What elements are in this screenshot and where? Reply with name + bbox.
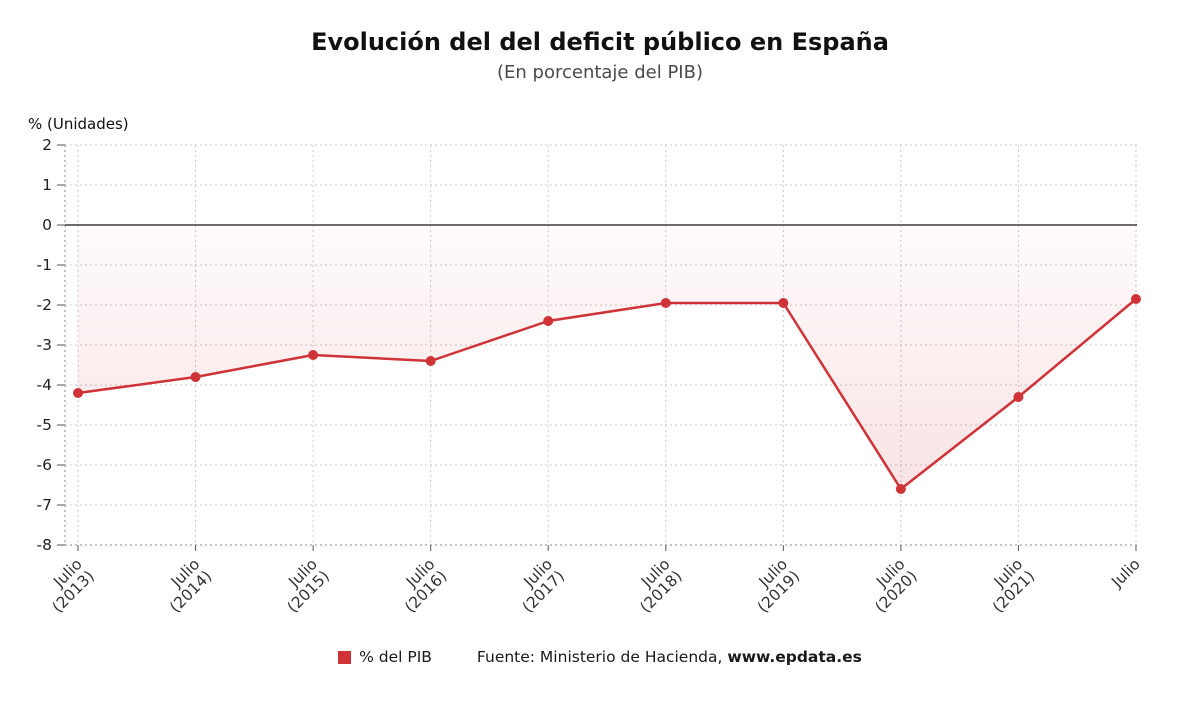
x-tick-label: Julio(2020) [860, 555, 921, 616]
y-tick-label: -6 [37, 456, 52, 474]
y-tick-label: -2 [37, 296, 52, 314]
x-tick-label: Julio(2021) [977, 555, 1038, 616]
x-tick-label: Julio(2018) [624, 555, 685, 616]
y-tick-label: -5 [37, 416, 52, 434]
data-point [778, 298, 789, 308]
x-tick-label: Julio(2013) [37, 555, 98, 616]
data-point [425, 356, 436, 366]
y-tick-label: -3 [37, 336, 52, 354]
epdata-link[interactable]: www.epdata.es [727, 648, 862, 666]
data-point [660, 298, 671, 308]
legend-series-label: % del PIB [359, 648, 432, 666]
series-line [76, 297, 1138, 491]
legend-swatch [338, 650, 352, 664]
data-point [308, 350, 319, 360]
data-point [543, 316, 554, 326]
source-prefix: Fuente: Ministerio de Hacienda, [476, 648, 723, 666]
x-tick-label: Julio(2019) [742, 555, 803, 616]
chart-subtitle: (En porcentaje del PIB) [497, 62, 703, 83]
legend: % del PIB Fuente: Ministerio de Hacienda… [0, 648, 1200, 666]
source-text: Fuente: Ministerio de Hacienda, www.epda… [477, 648, 862, 666]
y-axis-unit-label: % (Unidades) [28, 115, 129, 133]
y-tick-label: -7 [37, 496, 52, 514]
data-point [190, 372, 201, 382]
area-fill [78, 225, 1136, 489]
chart-title: Evolución del del deficit público en Esp… [311, 28, 889, 56]
y-tick-label: -1 [37, 256, 52, 274]
data-point [73, 388, 83, 398]
y-tick-label: 1 [42, 176, 52, 194]
y-tick-label: 0 [42, 216, 52, 234]
x-tick-label: Julio(2016) [389, 555, 450, 616]
x-tick-label: Julio(2017) [507, 555, 568, 616]
data-point [895, 484, 906, 494]
x-tick-label: Julio(2014) [154, 555, 215, 616]
data-point [1013, 392, 1024, 402]
x-tick-label: Julio [1107, 555, 1143, 591]
y-tick-label: -8 [37, 536, 52, 554]
y-tick-label: -4 [37, 376, 52, 394]
data-point [1131, 294, 1141, 304]
x-tick-label: Julio(2015) [272, 555, 333, 616]
y-tick-label: 2 [42, 136, 52, 154]
